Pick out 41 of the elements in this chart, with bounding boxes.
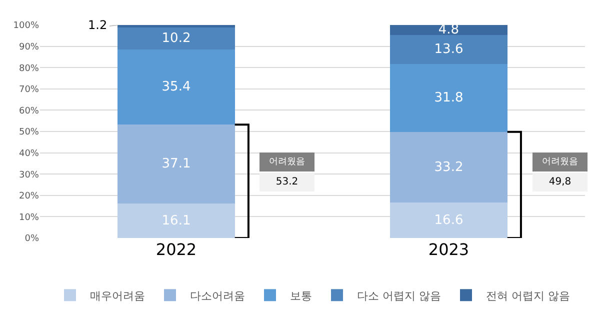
- y-tick-label: 30%: [18, 170, 40, 180]
- x-tick-label: 2023: [428, 240, 470, 259]
- y-tick-label: 60%: [18, 106, 40, 116]
- data-label: 37.1: [162, 156, 191, 172]
- y-tick-label: 40%: [18, 148, 40, 159]
- data-label: 16.6: [434, 212, 464, 228]
- annotation: 53.2: [276, 176, 298, 188]
- data-label: 31.8: [434, 90, 464, 106]
- annotation: 어려웠음: [269, 157, 305, 167]
- legend-label: 보통: [290, 289, 312, 302]
- legend-label: 매우어려움: [90, 289, 145, 302]
- data-label: 10.2: [162, 30, 191, 46]
- data-label: 16.1: [162, 213, 191, 228]
- x-tick-label: 2022: [156, 240, 197, 259]
- bar: [118, 28, 235, 50]
- bar: [390, 35, 508, 64]
- annotation: 어려웠음: [542, 157, 578, 167]
- bar: [390, 202, 508, 238]
- legend-label: 다소 어렵지 않음: [357, 289, 441, 302]
- y-tick-label: 70%: [18, 85, 40, 96]
- y-tick-label: 0%: [24, 234, 40, 244]
- y-tick-label: 80%: [18, 64, 40, 74]
- data-label: 1.2: [88, 18, 108, 32]
- bar: [390, 25, 508, 36]
- data-label: 35.4: [162, 79, 191, 94]
- bar: [118, 25, 235, 28]
- y-tick-label: 10%: [18, 212, 40, 223]
- annotation: 49,8: [548, 176, 572, 188]
- data-label: 13.6: [434, 42, 464, 58]
- y-tick-label: 90%: [18, 42, 40, 52]
- y-tick-label: 100%: [13, 21, 40, 32]
- y-tick-label: 20%: [18, 192, 40, 202]
- bar: [118, 204, 235, 238]
- bar: [390, 132, 508, 203]
- bar: [118, 49, 235, 125]
- legend-label: 다소어려움: [190, 289, 245, 302]
- legend-label: 전혀 어렵지 않음: [486, 289, 570, 302]
- bar: [390, 64, 508, 132]
- data-label: 33.2: [434, 160, 464, 175]
- bar: [118, 124, 235, 204]
- y-tick-label: 50%: [18, 128, 40, 138]
